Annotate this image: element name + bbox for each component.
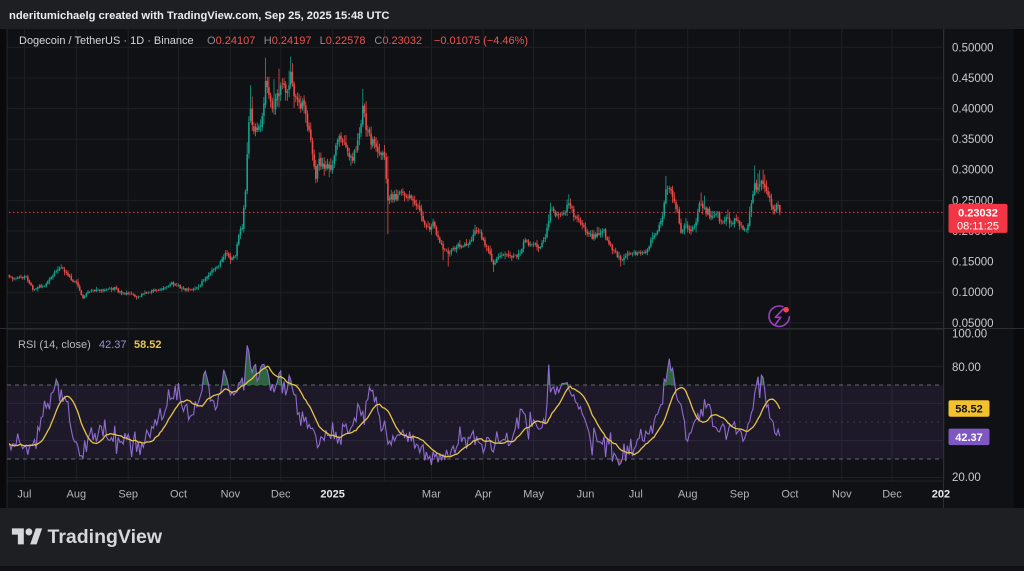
svg-text:Dogecoin / TetherUS · 1D · Bin: Dogecoin / TetherUS · 1D · Binance bbox=[19, 35, 194, 47]
svg-text:0.35000: 0.35000 bbox=[952, 134, 994, 146]
svg-text:0.45000: 0.45000 bbox=[952, 73, 994, 85]
svg-text:Jul: Jul bbox=[17, 489, 31, 501]
svg-text:08:11:25: 08:11:25 bbox=[957, 220, 999, 232]
svg-text:Sep: Sep bbox=[730, 489, 750, 501]
svg-text:Nov: Nov bbox=[221, 489, 241, 501]
svg-text:−0.01075 (−4.46%): −0.01075 (−4.46%) bbox=[434, 35, 528, 47]
svg-text:42.37: 42.37 bbox=[99, 339, 127, 351]
svg-text:RSI (14, close): RSI (14, close) bbox=[18, 339, 91, 351]
svg-text:Mar: Mar bbox=[422, 489, 441, 501]
svg-text:Sep: Sep bbox=[118, 489, 138, 501]
svg-text:TradingView: TradingView bbox=[48, 526, 163, 548]
svg-text:0.50000: 0.50000 bbox=[952, 42, 994, 54]
svg-text:58.52: 58.52 bbox=[955, 404, 983, 416]
svg-text:20.00: 20.00 bbox=[952, 472, 981, 484]
svg-text:C0.23032: C0.23032 bbox=[374, 35, 422, 47]
svg-text:Oct: Oct bbox=[781, 489, 798, 501]
svg-text:nderitumichaelg created with T: nderitumichaelg created with TradingView… bbox=[9, 10, 390, 22]
svg-text:0.30000: 0.30000 bbox=[952, 165, 994, 177]
svg-text:L0.22578: L0.22578 bbox=[320, 35, 366, 47]
svg-text:42.37: 42.37 bbox=[955, 432, 983, 444]
svg-text:0.23032: 0.23032 bbox=[958, 207, 998, 219]
svg-text:80.00: 80.00 bbox=[952, 362, 981, 374]
svg-text:Jun: Jun bbox=[577, 489, 595, 501]
svg-text:0.15000: 0.15000 bbox=[952, 257, 994, 269]
svg-text:O0.24107: O0.24107 bbox=[207, 35, 255, 47]
svg-text:Apr: Apr bbox=[475, 489, 492, 501]
svg-text:Jul: Jul bbox=[629, 489, 643, 501]
svg-text:58.52: 58.52 bbox=[134, 339, 162, 351]
svg-text:2025: 2025 bbox=[320, 489, 344, 501]
svg-text:H0.24197: H0.24197 bbox=[264, 35, 312, 47]
svg-text:100.00: 100.00 bbox=[952, 329, 987, 341]
svg-text:0.40000: 0.40000 bbox=[952, 104, 994, 116]
svg-text:Aug: Aug bbox=[67, 489, 87, 501]
svg-text:Oct: Oct bbox=[170, 489, 187, 501]
svg-text:Dec: Dec bbox=[882, 489, 902, 501]
svg-text:Nov: Nov bbox=[832, 489, 852, 501]
svg-text:May: May bbox=[523, 489, 544, 501]
svg-text:Aug: Aug bbox=[678, 489, 698, 501]
svg-text:0.10000: 0.10000 bbox=[952, 287, 994, 299]
svg-text:Dec: Dec bbox=[271, 489, 291, 501]
